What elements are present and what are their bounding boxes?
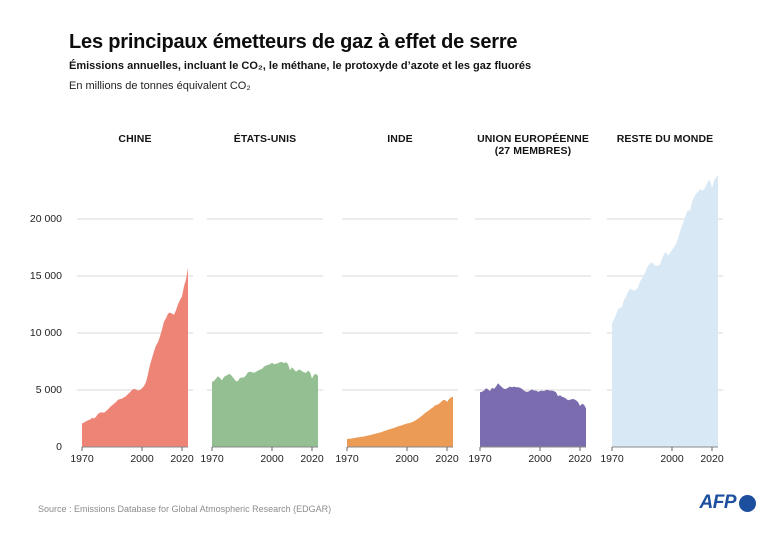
afp-logo-text: AFP (699, 492, 737, 513)
panel-chine: 1970 2000 2020 (70, 170, 194, 465)
x-tick-label: 2020 (568, 453, 592, 465)
column-header-union-europeenne: UNION EUROPÉENNE (27 MEMBRES) (477, 133, 589, 157)
x-tick-label: 2000 (130, 453, 154, 465)
area-chart-inde (342, 218, 458, 451)
x-tick-label: 1970 (200, 453, 224, 465)
afp-logo: AFP (699, 492, 756, 514)
x-tick-label: 1970 (600, 453, 624, 465)
chart-subtitle: Émissions annuelles, incluant le CO₂, le… (69, 60, 532, 72)
x-tick-label: 1970 (70, 453, 94, 465)
x-tick-label: 1970 (335, 453, 359, 465)
chart-unit-label: En millions de tonnes équivalent CO₂ (69, 80, 251, 92)
x-tick-label: 2020 (700, 453, 724, 465)
x-tick-label: 2000 (395, 453, 419, 465)
area-chart-chine (77, 218, 193, 451)
area-chart-union-europeenne (475, 218, 591, 451)
area-etats-unis (212, 362, 318, 447)
y-tick-label: 0 (56, 440, 62, 453)
y-tick-label: 20 000 (29, 212, 62, 225)
column-header-chine: CHINE (118, 133, 152, 145)
x-tick-label: 2000 (260, 453, 284, 465)
y-tick-label: 15 000 (29, 269, 62, 282)
panel-union-europeenne: 1970 2000 2020 (468, 170, 592, 465)
panel-reste-du-monde: 1970 2000 2020 (600, 170, 724, 465)
area-union-europeenne (480, 383, 586, 447)
area-chart-etats-unis (207, 218, 323, 451)
y-tick-label: 5 000 (35, 383, 62, 396)
panel-etats-unis: 1970 2000 2020 (200, 170, 324, 465)
x-tick-label: 2020 (435, 453, 459, 465)
source-credit: Source : Emissions Database for Global A… (38, 504, 332, 514)
x-tick-label: 2020 (300, 453, 324, 465)
x-tick-label: 1970 (468, 453, 492, 465)
panel-inde: 1970 2000 2020 (335, 170, 459, 465)
column-header-reste-du-monde: RESTE DU MONDE (616, 133, 714, 145)
x-tick-label: 2000 (528, 453, 552, 465)
y-tick-label: 10 000 (29, 326, 62, 339)
area-reste-du-monde (612, 174, 718, 447)
column-header-etats-unis: ÉTATS-UNIS (233, 133, 297, 145)
page-title: Les principaux émetteurs de gaz à effet … (69, 31, 518, 53)
area-chine (82, 268, 188, 447)
area-inde (347, 396, 453, 447)
x-tick-label: 2000 (660, 453, 684, 465)
column-header-inde: INDE (387, 133, 413, 145)
x-tick-label: 2020 (170, 453, 194, 465)
afp-globe-icon (739, 494, 756, 512)
area-chart-reste-du-monde (607, 174, 723, 451)
